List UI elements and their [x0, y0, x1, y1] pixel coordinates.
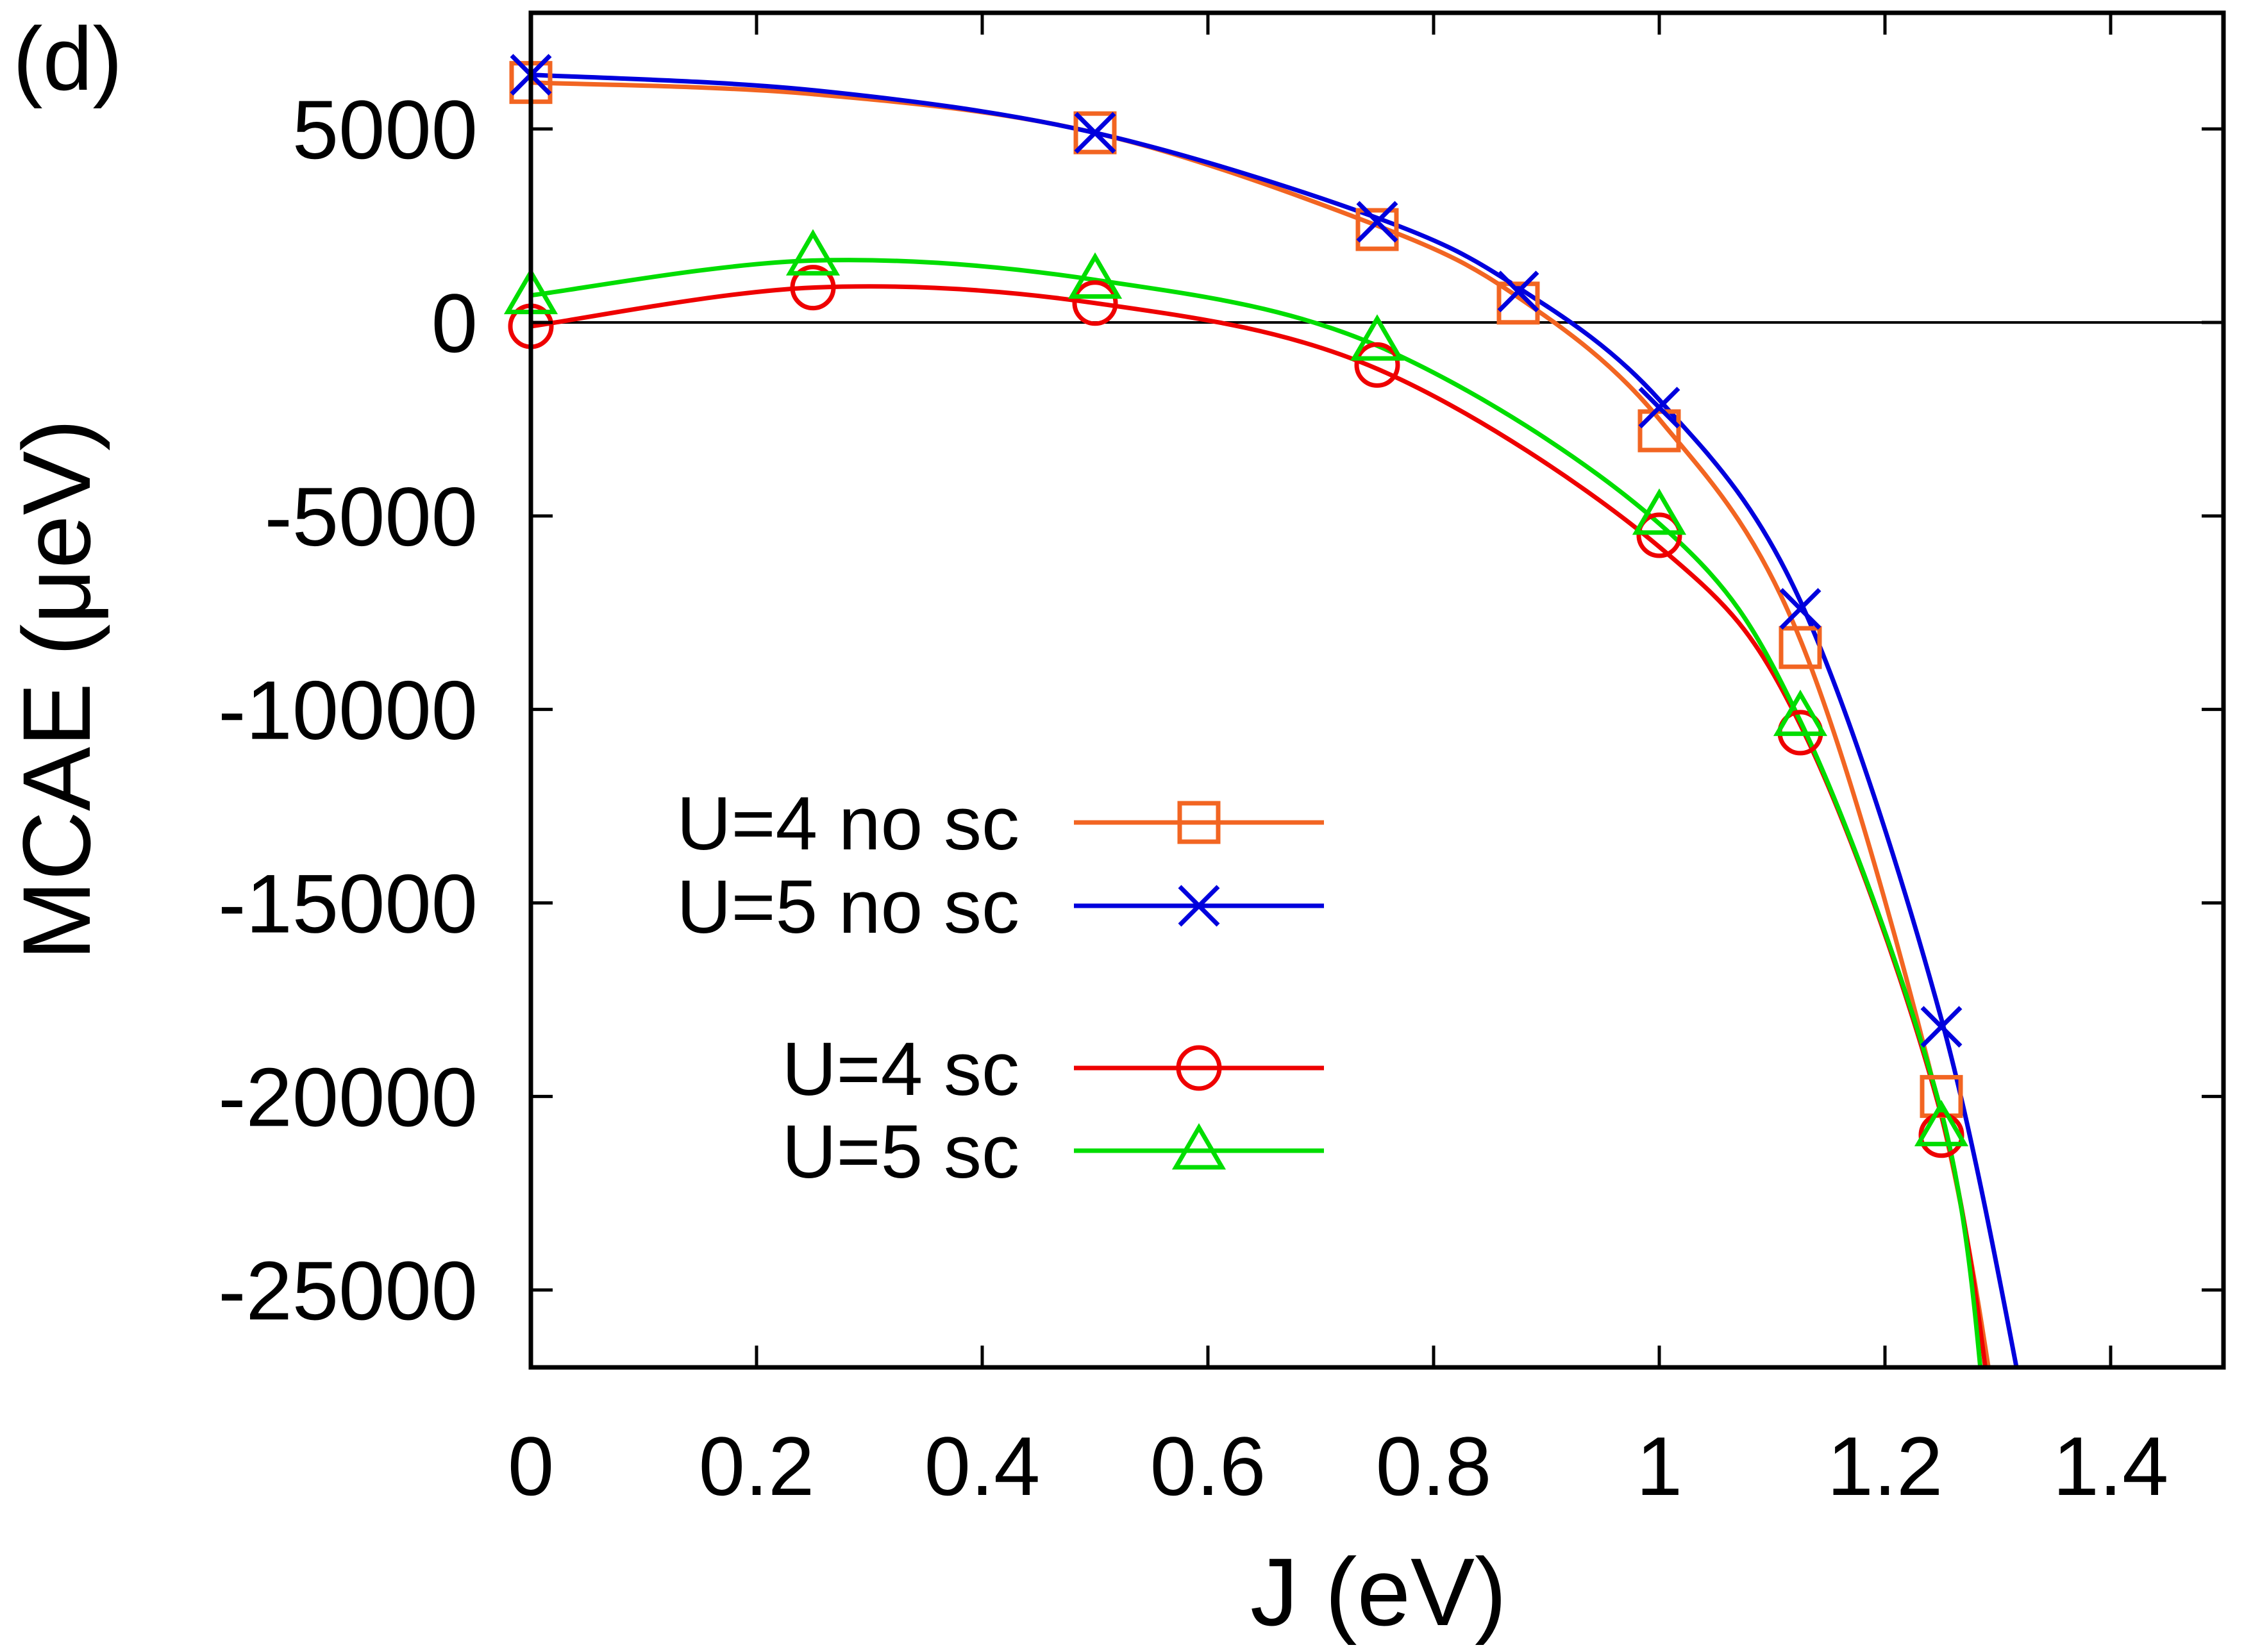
y-tick-label: 0	[431, 276, 478, 370]
data-point-series-2	[1497, 271, 1539, 313]
y-axis-title: MCAE (μeV)	[3, 419, 110, 961]
y-tick-label: -5000	[265, 470, 478, 563]
data-point-series-2	[1638, 387, 1680, 429]
data-point-series-4	[1632, 488, 1687, 535]
data-point-series-4	[1068, 252, 1123, 299]
data-point-series-4	[1773, 689, 1828, 737]
data-point-series-1	[1073, 111, 1117, 154]
data-point-series-1	[1496, 281, 1540, 325]
data-markers-layer	[503, 54, 1969, 1158]
data-point-series-2	[1779, 588, 1821, 630]
data-point-series-1	[1355, 208, 1399, 251]
legend-label: U=5 sc	[782, 1110, 1019, 1194]
legend-label: U=4 sc	[782, 1027, 1019, 1112]
y-tick-label: 5000	[292, 83, 478, 176]
data-point-series-3	[790, 265, 836, 311]
legend-marker-swatch	[1177, 801, 1221, 844]
y-tick-label: -15000	[218, 857, 478, 951]
data-point-series-4	[785, 229, 841, 276]
data-point-series-2	[1074, 112, 1116, 154]
fit-curve-series-4	[531, 258, 1983, 1367]
axes-layer	[528, 10, 2226, 1370]
y-tick-label: -20000	[218, 1050, 478, 1144]
legend-marker-swatch	[1171, 1123, 1227, 1170]
data-point-series-1	[1637, 409, 1681, 453]
data-point-series-2	[1920, 1006, 1963, 1048]
data-point-series-3	[1072, 280, 1118, 326]
ticks-layer: 0 0.2 0.4 0.6 0.8 1 1.2 1.4 5000 0 -5000 -10000 -150…	[218, 13, 2223, 1513]
legend-label: U=4 no sc	[676, 781, 1019, 866]
x-tick-label: 1.4	[2053, 1419, 2169, 1513]
x-axis-title: J (eV)	[1250, 1538, 1507, 1646]
x-tick-label: 0.4	[925, 1419, 1041, 1513]
data-point-series-4	[1914, 1099, 1969, 1147]
x-tick-label: 0.2	[699, 1419, 815, 1513]
legend-marker-swatch	[1176, 1045, 1222, 1091]
y-tick-label: -10000	[218, 663, 478, 757]
plot-frame	[528, 10, 2226, 1370]
data-point-series-3	[1918, 1112, 1964, 1158]
legend-label: U=5 no sc	[676, 865, 1019, 949]
x-tick-label: 0.6	[1150, 1419, 1266, 1513]
data-point-series-1	[1779, 626, 1822, 669]
legend-marker-swatch	[1178, 885, 1220, 927]
data-point-series-3	[1636, 512, 1682, 558]
panel-label: (d)	[13, 8, 122, 109]
x-tick-label: 0	[508, 1419, 554, 1513]
x-tick-label: 1	[1636, 1419, 1682, 1513]
fit-curves-layer	[531, 72, 2019, 1367]
legend: U=4 no scU=5 no sc U=4 scU=5 sc	[676, 781, 1324, 1194]
x-tick-label: 1.2	[1827, 1419, 1943, 1513]
y-tick-label: -25000	[218, 1244, 478, 1337]
data-point-series-2	[1356, 201, 1398, 243]
fit-curve-series-2	[531, 72, 2019, 1367]
x-tick-label: 0.8	[1376, 1419, 1492, 1513]
data-point-series-3	[1354, 342, 1400, 388]
data-point-series-4	[1350, 314, 1405, 361]
